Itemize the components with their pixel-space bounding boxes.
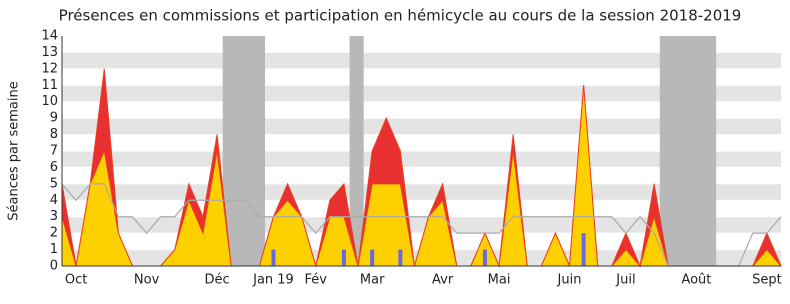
x-tick-label: Juin (557, 273, 582, 288)
x-tick-label: Sept (752, 273, 782, 288)
vacation-band (349, 36, 364, 266)
y-tick-label: 3 (50, 209, 58, 224)
vacation-band (659, 36, 717, 266)
y-tick-label: 11 (41, 78, 58, 93)
y-axis-label: Séances par semaine (7, 81, 22, 220)
bar (398, 249, 403, 266)
x-tick-label: Août (681, 273, 711, 288)
y-tick-label: 10 (41, 94, 58, 109)
x-tick-label: Déc (205, 273, 230, 288)
bar (370, 249, 375, 266)
y-tick-label: 14 (41, 29, 58, 44)
bar (271, 249, 276, 266)
y-tick-label: 6 (50, 160, 58, 175)
y-tick-label: 5 (50, 176, 58, 191)
y-tick-label: 12 (41, 61, 58, 76)
bar (482, 249, 487, 266)
y-tick-label: 13 (41, 45, 58, 60)
y-tick-label: 9 (50, 111, 58, 126)
x-tick-label: Jan 19 (252, 273, 294, 288)
vacation-band (222, 36, 266, 266)
bar (581, 233, 586, 266)
y-tick-label: 0 (50, 259, 58, 274)
x-tick-label: Mar (360, 273, 385, 288)
bar (341, 249, 346, 266)
y-tick-label: 7 (50, 144, 58, 159)
x-tick-label: Fév (305, 273, 328, 288)
x-tick-label: Nov (134, 273, 160, 288)
x-tick-label: Juil (615, 273, 635, 288)
x-tick-label: Mai (488, 273, 511, 288)
y-tick-label: 4 (50, 193, 58, 208)
x-tick-label: Avr (432, 273, 454, 288)
y-tick-label: 8 (50, 127, 58, 142)
median-line (61, 183, 782, 267)
chart-title: Présences en commissions et participatio… (59, 7, 742, 25)
y-tick-label: 2 (50, 226, 58, 241)
x-tick-label: Oct (65, 273, 87, 288)
y-tick-label: 1 (50, 242, 58, 257)
